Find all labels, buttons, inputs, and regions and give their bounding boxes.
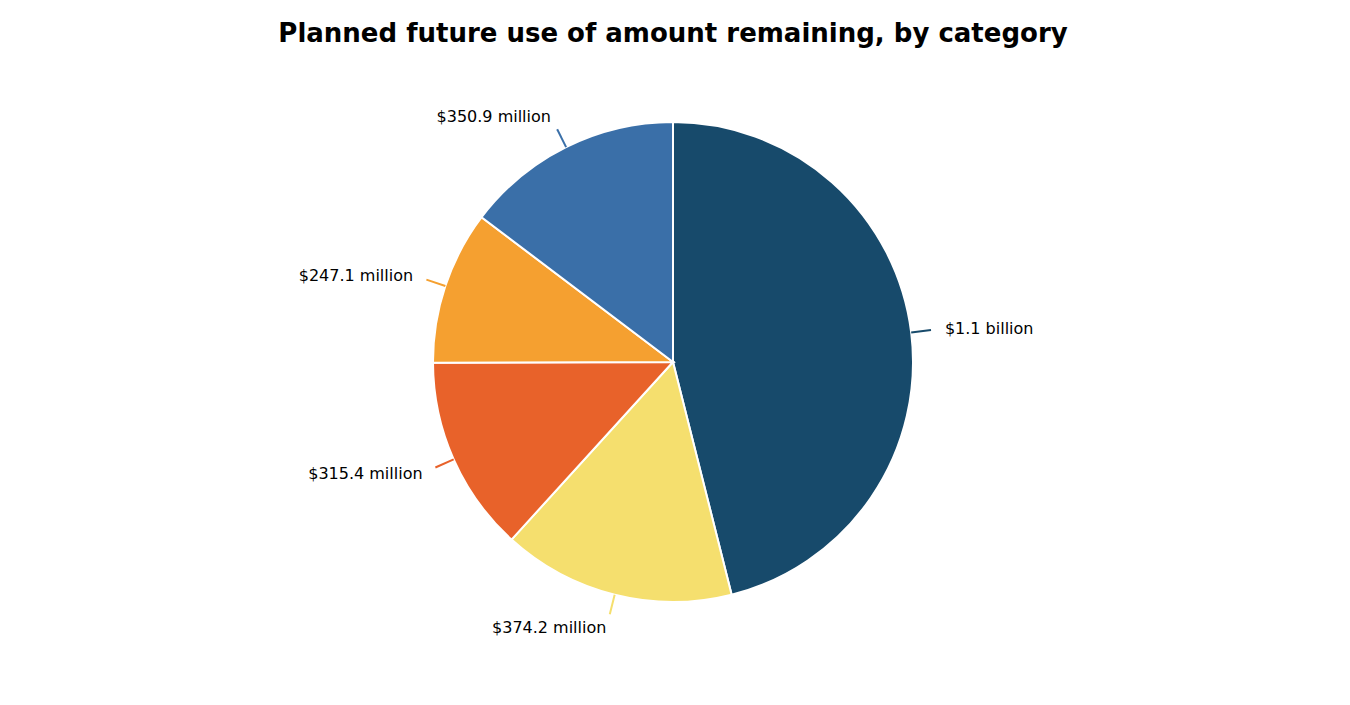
svg-text:$374.2 million: $374.2 million: [492, 618, 606, 637]
svg-text:$247.1 million: $247.1 million: [299, 266, 413, 285]
svg-text:$1.1 billion: $1.1 billion: [945, 319, 1034, 338]
html-text:Planned future use of amount r: Planned future use of amount remaining, …: [278, 18, 1068, 48]
svg-text:$315.4 million: $315.4 million: [308, 464, 422, 483]
svg-text:$350.9 million: $350.9 million: [437, 107, 551, 126]
